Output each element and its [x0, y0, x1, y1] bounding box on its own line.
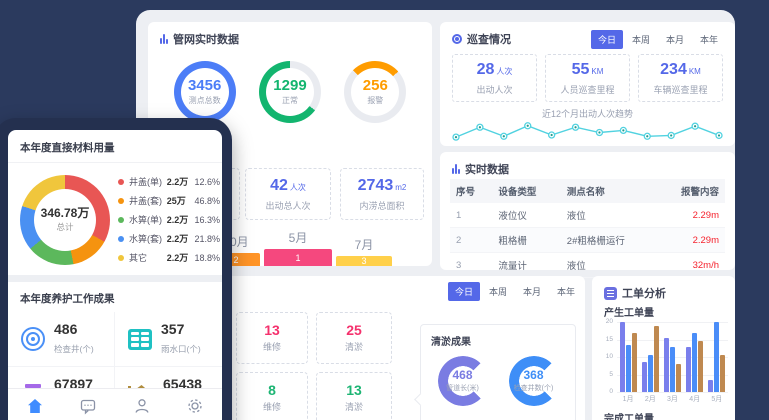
panel-title: 实时数据 — [465, 164, 509, 176]
bottom-nav — [8, 388, 222, 420]
phone-screen: 本年度直接材料用量 346.78万 总计 井盖(单) 2.2万 12.6% 井盖(套… — [8, 130, 222, 420]
bar-chart-icon — [452, 164, 460, 174]
stat-box-vehicle-km: 234 KM 车辆巡查里程 — [638, 54, 723, 102]
table-row: 3 流量计 液位 32m/h — [450, 252, 725, 278]
pie-legend: 井盖(单) 2.2万 12.6% 井盖(套) 25万 46.8% 水箅(单) 2.2万 16… — [118, 172, 220, 267]
legend-item: 井盖(单) 2.2万 12.6% — [118, 172, 220, 191]
panel-realtime-table: 实时数据 序号 设备类型 测点名称 报警内容 1 液位仪 液位 2.29m 2 … — [440, 152, 735, 278]
bar-group — [708, 322, 726, 392]
table-row: 2 粗格栅 2#粗格栅运行 2.29m — [450, 227, 725, 253]
tab-week[interactable]: 本周 — [489, 287, 508, 297]
legend-item: 水箅(套) 2.2万 21.8% — [118, 229, 220, 248]
stat-box-repair-bottom: 8 维修 — [236, 372, 308, 420]
target-icon — [452, 34, 462, 44]
podium-rank-1: 5月 1 — [264, 229, 332, 266]
bar-chart-icon — [160, 34, 168, 44]
trend-line-chart — [452, 122, 723, 141]
time-range-tabs: 今日 本周 本月 本年 — [590, 30, 725, 49]
panel-title: 巡查情况 — [467, 34, 511, 46]
legend-item: 水箅(单) 2.2万 16.3% — [118, 210, 220, 229]
bar-group — [641, 325, 659, 392]
work-item-manhole: 486 检查井(个) — [8, 312, 115, 367]
podium-rank-3: 7月 3 — [336, 236, 392, 266]
stat-box-dredge-bottom: 13 清淤 — [316, 372, 392, 420]
panel-workorder: 工单分析 产生工单量 20 15 10 5 0 1月 2月 3月 4月 5月 完成工单量 — [592, 276, 735, 420]
donut-ring: 1299 正常 — [258, 61, 321, 123]
workorder-bar-chart: 20 15 10 5 0 1月 2月 3月 4月 5月 — [600, 318, 728, 406]
panel-title: 管网实时数据 — [173, 34, 239, 46]
clipboard-icon — [604, 286, 617, 300]
gear-icon[interactable] — [184, 397, 206, 415]
work-item-rain-inlet: 357 雨水口(个) — [115, 312, 222, 367]
stat-box-dredge-top: 25 清淤 — [316, 312, 392, 364]
donut-total-points: 3456 测点总数 — [173, 61, 236, 123]
panel-title: 工单分析 — [622, 288, 666, 300]
stat-box-person-km: 55 KM 人员巡查里程 — [545, 54, 630, 102]
chat-icon[interactable] — [77, 397, 99, 415]
bar-plot-area — [617, 322, 728, 392]
panel-pipe-realtime: 管网实时数据 3456 测点总数 1299 正常 256 报警 — [148, 22, 432, 266]
time-range-tabs: 今日 本周 本月 本年 — [448, 282, 582, 301]
tab-month[interactable]: 本月 — [523, 287, 542, 297]
bar-group — [619, 322, 637, 392]
pie-center: 346.78万 总计 — [34, 189, 96, 251]
phone-frame: 本年度直接材料用量 346.78万 总计 井盖(单) 2.2万 12.6% 井盖(套… — [0, 118, 232, 420]
card-title: 清淤成果 — [431, 337, 471, 348]
trend-chart-title: 近12个月出动人次趋势 — [541, 109, 633, 119]
donut-ring: 3456 测点总数 — [173, 61, 236, 123]
user-icon[interactable] — [131, 397, 153, 415]
chart-title-generated: 产生工单量 — [604, 308, 654, 319]
home-icon[interactable] — [24, 397, 46, 415]
tab-today[interactable]: 今日 — [590, 30, 623, 49]
bar-group — [686, 332, 704, 392]
panel-patrol: 巡查情况 今日 本周 本月 本年 28 人次 出动人次 55 KM 人员巡查里程 2… — [440, 22, 735, 146]
dredge-result-card: 清淤成果 468 管道长(米) 368 — [414, 324, 576, 420]
stat-box-repair-top: 13 维修 — [236, 312, 308, 364]
alarm-table: 序号 设备类型 测点名称 报警内容 1 液位仪 液位 2.29m 2 粗格栅 2… — [450, 179, 725, 278]
gauge-manhole-count: 368 检查井数(个) — [498, 352, 569, 418]
tab-week[interactable]: 本周 — [631, 35, 650, 45]
work-panel-title: 本年度养护工作成果 — [20, 293, 115, 305]
donut-normal: 1299 正常 — [258, 61, 321, 123]
tab-today[interactable]: 今日 — [448, 282, 481, 301]
legend-item: 井盖(套) 25万 46.8% — [118, 191, 220, 210]
manhole-icon — [21, 327, 45, 351]
tab-year[interactable]: 本年 — [699, 35, 718, 45]
gauge-pipe-length: 468 管道长(米) — [427, 352, 498, 418]
donut-alarm: 256 报警 — [344, 61, 407, 123]
chart-title-completed: 完成工单量 — [604, 414, 654, 420]
stat-box-dispatch: 28 人次 出动人次 — [452, 54, 537, 102]
stat-box-dispatch-total: 42 人次 出动总人次 — [245, 168, 331, 220]
bar-group — [663, 337, 681, 392]
table-header-row: 序号 设备类型 测点名称 报警内容 — [450, 179, 725, 203]
legend-item: 其它 2.2万 18.8% — [118, 248, 220, 267]
table-row: 1 液位仪 液位 2.29m — [450, 203, 725, 228]
donut-row: 3456 测点总数 1299 正常 256 报警 — [148, 51, 432, 123]
tab-month[interactable]: 本月 — [665, 35, 684, 45]
donut-ring: 256 报警 — [344, 61, 407, 123]
section-divider — [8, 275, 222, 282]
rain-inlet-icon — [128, 328, 152, 350]
stat-box-flood-area: 2743 m2 内涝总面积 — [340, 168, 424, 220]
tab-year[interactable]: 本年 — [557, 287, 576, 297]
material-panel-title: 本年度直接材料用量 — [8, 130, 222, 163]
